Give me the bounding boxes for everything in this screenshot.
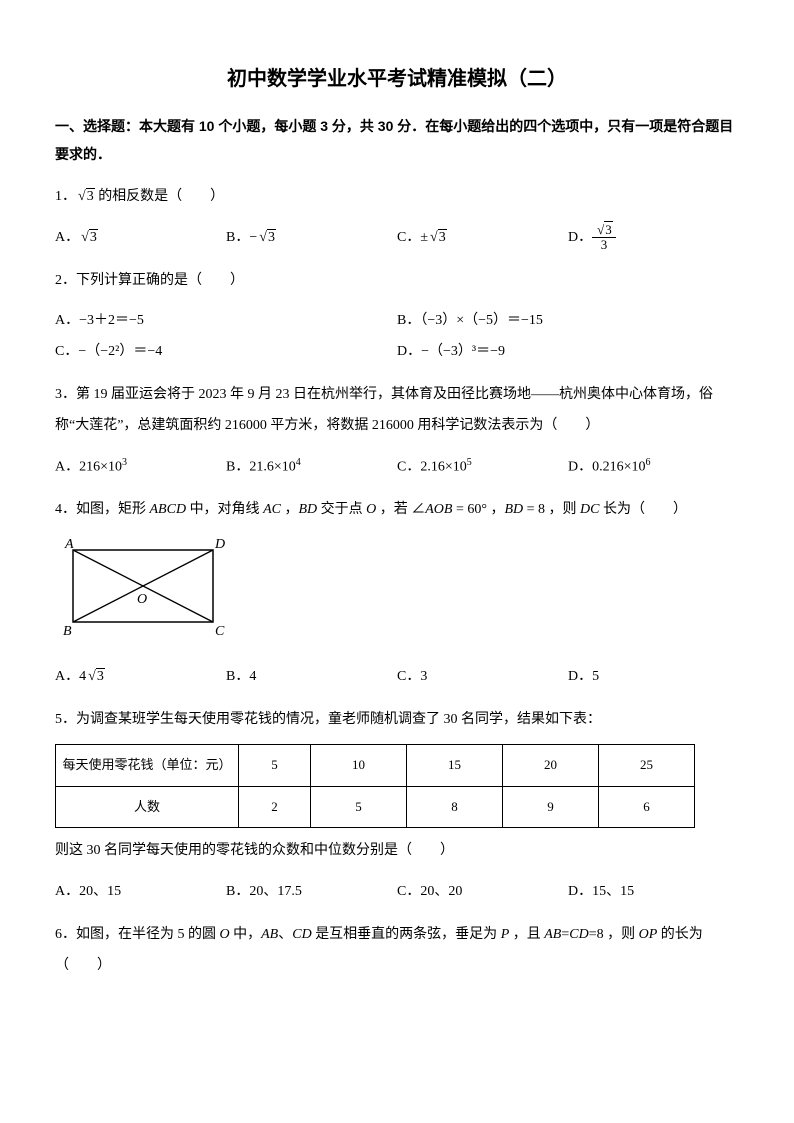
q2-opt-d: D．−（−3）³＝−9 xyxy=(397,337,739,368)
q1-opt-a: A．3 xyxy=(55,223,226,254)
q4-opt-b: B．4 xyxy=(226,662,397,693)
q5-cnt-1: 5 xyxy=(311,786,407,828)
page-title: 初中数学学业水平考试精准模拟（二） xyxy=(55,60,739,98)
q4-opt-d: D．5 xyxy=(568,662,739,693)
label-A: A xyxy=(64,537,74,552)
q5-cnt-3: 9 xyxy=(503,786,599,828)
q3-opt-a: A．216×103 xyxy=(55,452,226,483)
q5-col-4: 25 xyxy=(599,745,695,787)
q5-col-3: 20 xyxy=(503,745,599,787)
q5-col-1: 10 xyxy=(311,745,407,787)
q1-suffix: 的相反数是（ ） xyxy=(95,189,225,204)
q5-cnt-4: 6 xyxy=(599,786,695,828)
label-C: C xyxy=(215,624,225,639)
q5-cnt-0: 2 xyxy=(239,786,311,828)
q4-options: A．43 B．4 C．3 D．5 xyxy=(55,662,739,693)
question-1: 1．3 的相反数是（ ） xyxy=(55,182,739,213)
q5-opt-c: C．20、20 xyxy=(397,877,568,908)
question-6: 6．如图，在半径为 5 的圆 O 中，AB、CD 是互相垂直的两条弦，垂足为 P… xyxy=(55,920,739,982)
rectangle-diagram: A D B C O xyxy=(55,532,739,653)
q1-options: A．3 B．−3 C．±3 D．33 xyxy=(55,223,739,254)
q5-row1-label: 每天使用零花钱（单位：元） xyxy=(56,745,239,787)
q2-opt-c: C．−（−2²）＝−4 xyxy=(55,337,397,368)
q5-col-0: 5 xyxy=(239,745,311,787)
q5-cnt-2: 8 xyxy=(407,786,503,828)
question-2: 2．下列计算正确的是（ ） xyxy=(55,266,739,297)
q1-opt-c: C．±3 xyxy=(397,223,568,254)
q5-opt-b: B．20、17.5 xyxy=(226,877,397,908)
q4-opt-c: C．3 xyxy=(397,662,568,693)
question-5: 5．为调查某班学生每天使用零花钱的情况，童老师随机调查了 30 名同学，结果如下… xyxy=(55,705,739,736)
sqrt3-icon: 3 xyxy=(76,182,95,213)
q3-opt-b: B．21.6×104 xyxy=(226,452,397,483)
q3-options: A．216×103 B．21.6×104 C．2.16×105 D．0.216×… xyxy=(55,452,739,483)
section-1-heading: 一、选择题：本大题有 10 个小题，每小题 3 分，共 30 分．在每小题给出的… xyxy=(55,112,739,168)
q5-col-2: 15 xyxy=(407,745,503,787)
question-4: 4．如图，矩形 ABCD 中，对角线 AC ，BD 交于点 O ，若 ∠AOB … xyxy=(55,495,739,526)
q5-opt-d: D．15、15 xyxy=(568,877,739,908)
q2-options: A．−3＋2＝−5 B．（−3）×（−5）＝−15 C．−（−2²）＝−4 D．… xyxy=(55,306,739,368)
q5-table: 每天使用零花钱（单位：元） 5 10 15 20 25 人数 2 5 8 9 6 xyxy=(55,744,695,828)
q4-opt-a: A．43 xyxy=(55,662,226,693)
label-O: O xyxy=(137,592,147,607)
q5-row2-label: 人数 xyxy=(56,786,239,828)
q3-opt-d: D．0.216×106 xyxy=(568,452,739,483)
q5-after: 则这 30 名同学每天使用的零花钱的众数和中位数分别是（ ） xyxy=(55,836,739,867)
q2-opt-a: A．−3＋2＝−5 xyxy=(55,306,397,337)
label-D: D xyxy=(214,537,225,552)
q1-prefix: 1． xyxy=(55,189,76,204)
q2-opt-b: B．（−3）×（−5）＝−15 xyxy=(397,306,739,337)
q3-opt-c: C．2.16×105 xyxy=(397,452,568,483)
q5-opt-a: A．20、15 xyxy=(55,877,226,908)
question-3: 3．第 19 届亚运会将于 2023 年 9 月 23 日在杭州举行，其体育及田… xyxy=(55,380,739,442)
q1-opt-d: D．33 xyxy=(568,223,739,254)
q1-opt-b: B．−3 xyxy=(226,223,397,254)
q5-options: A．20、15 B．20、17.5 C．20、20 D．15、15 xyxy=(55,877,739,908)
label-B: B xyxy=(63,624,72,639)
